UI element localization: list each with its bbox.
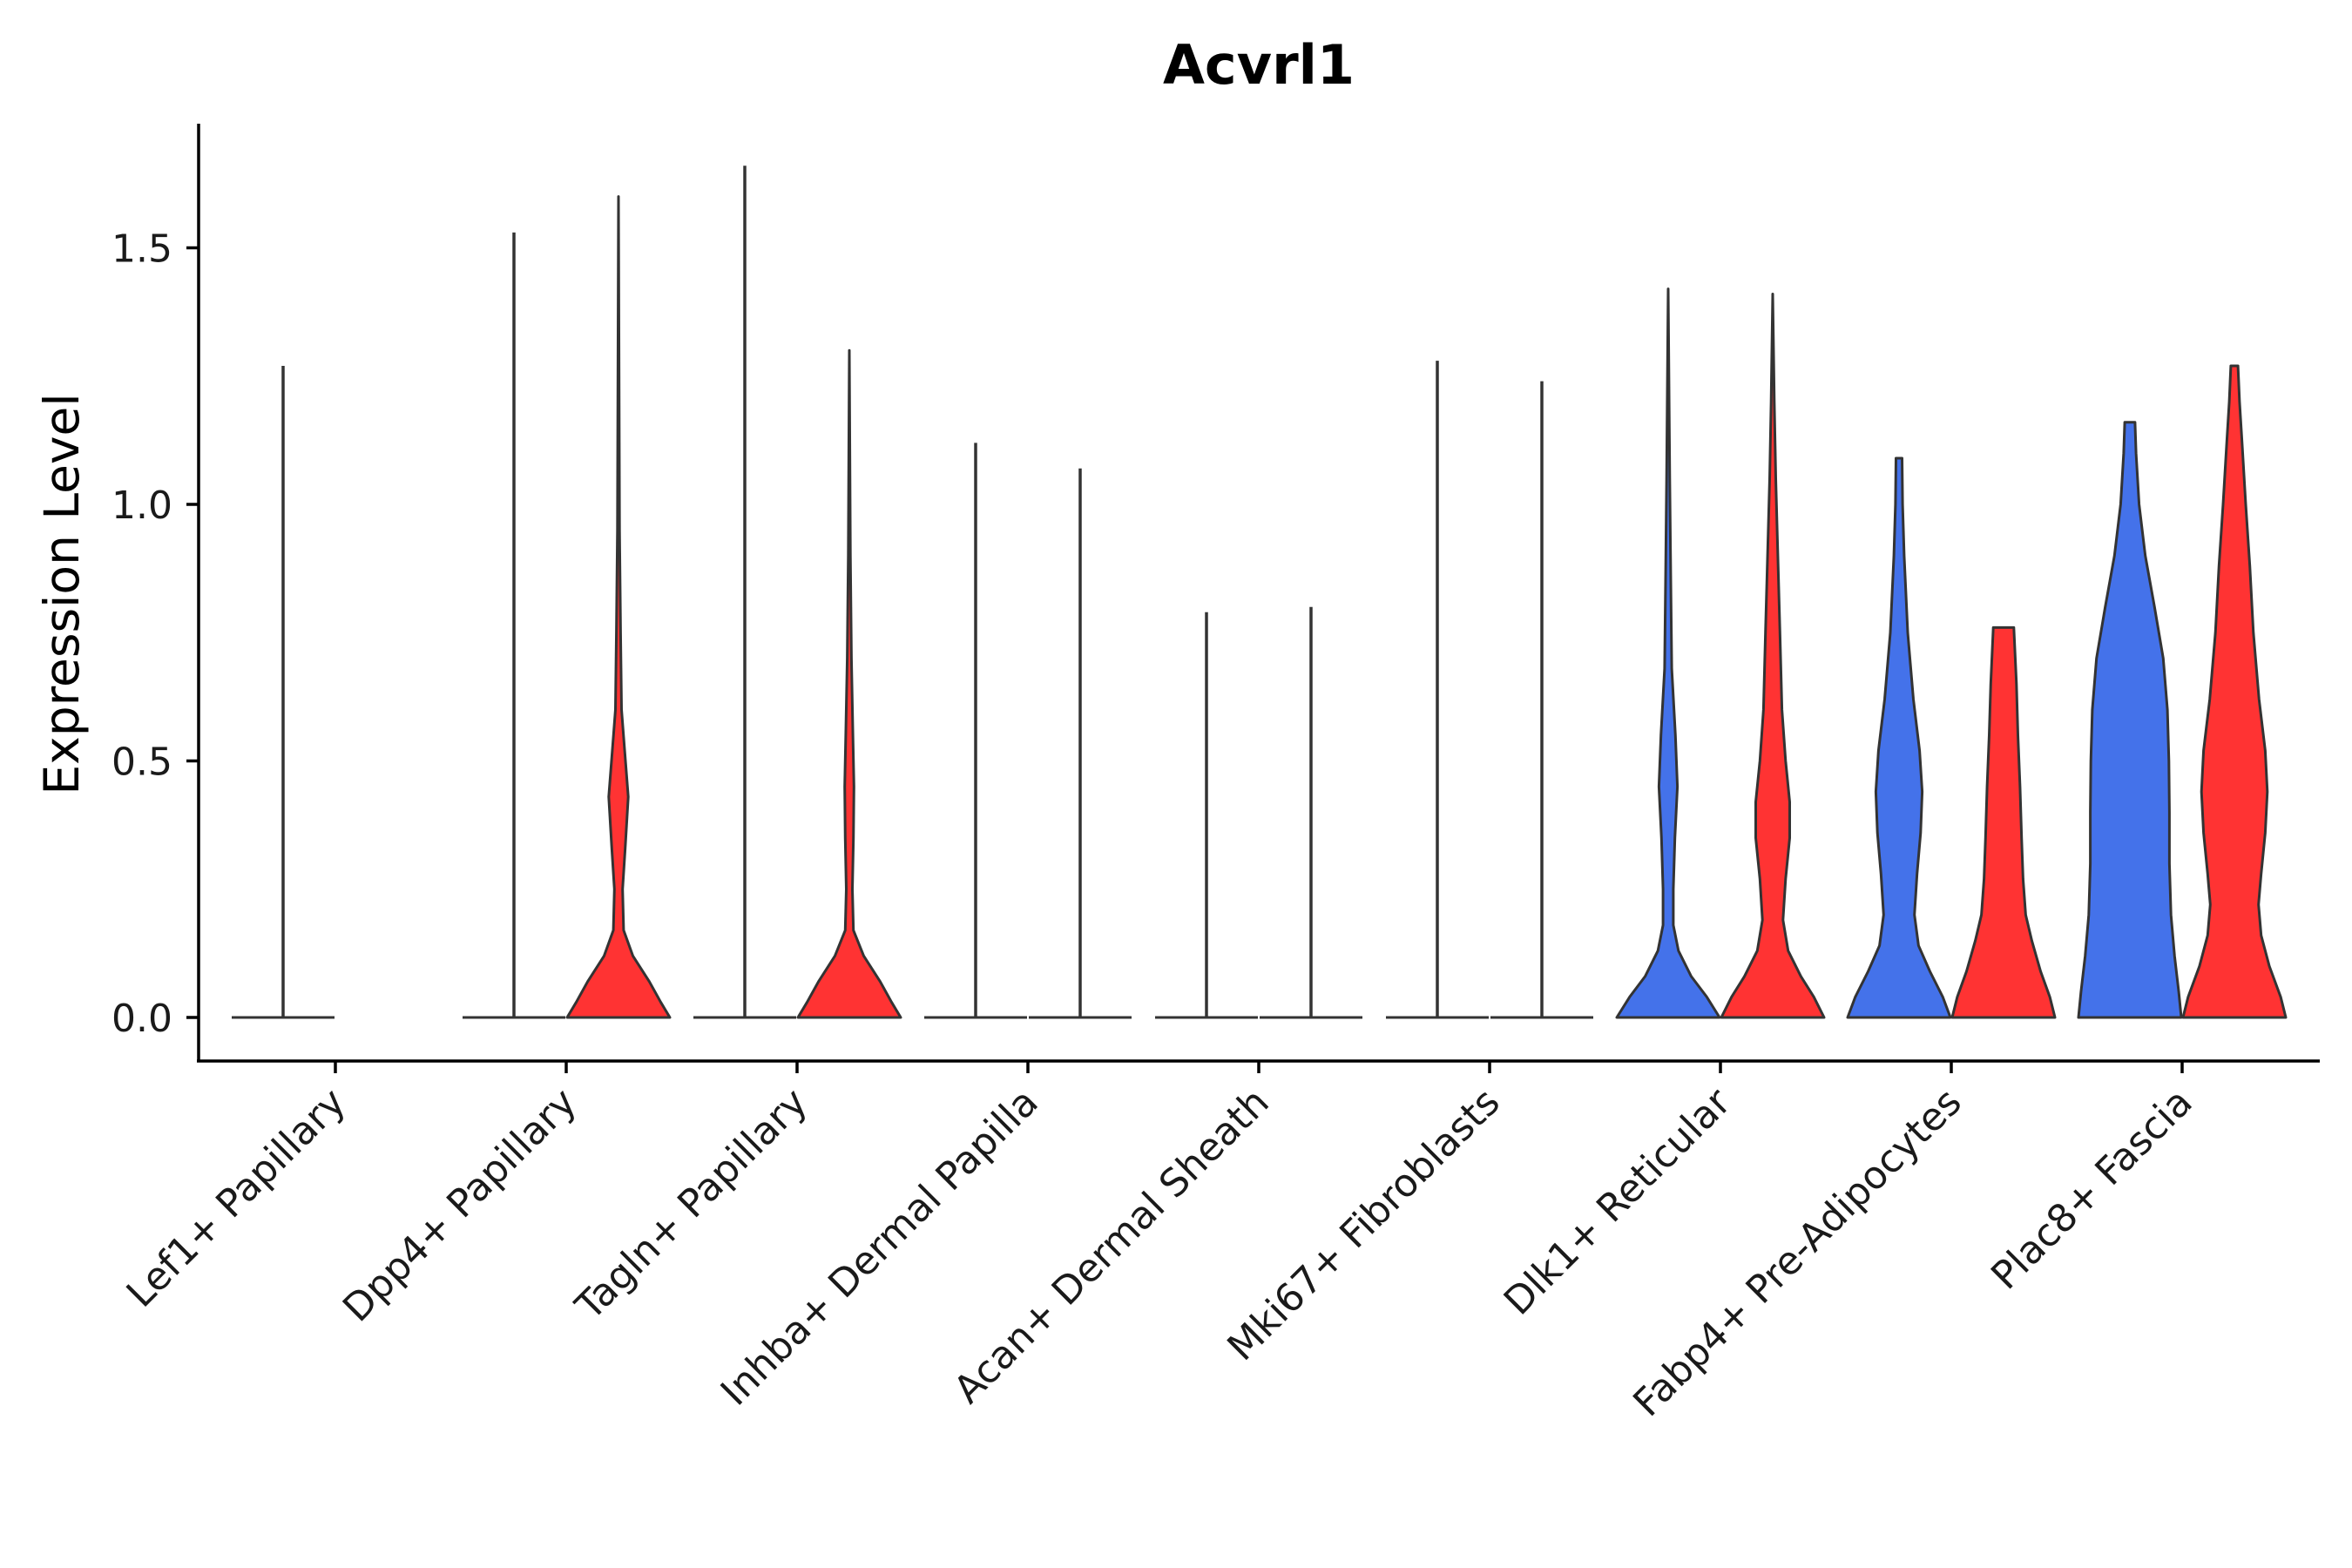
violin-shape (1720, 293, 1826, 1019)
violins (232, 166, 2288, 1019)
violin-shape (1615, 287, 1721, 1019)
violin-shape (2077, 421, 2183, 1019)
y-axis-label: Expression Level (34, 393, 90, 794)
y-tick-label: 0.5 (112, 740, 172, 785)
violin-shape (2181, 364, 2288, 1019)
violin-shape (1846, 456, 1952, 1019)
y-axis-ticks: 0.0 0.5 1.0 1.5 (112, 227, 199, 1041)
y-tick-label: 0.0 (112, 997, 172, 1041)
chart-title: Acvrl1 (1163, 33, 1355, 97)
violin-shape (796, 348, 902, 1019)
y-tick-label: 1.0 (112, 483, 172, 528)
violin-shape (1950, 625, 2057, 1019)
violin-shape (565, 195, 672, 1019)
y-tick-label: 1.5 (112, 227, 172, 272)
